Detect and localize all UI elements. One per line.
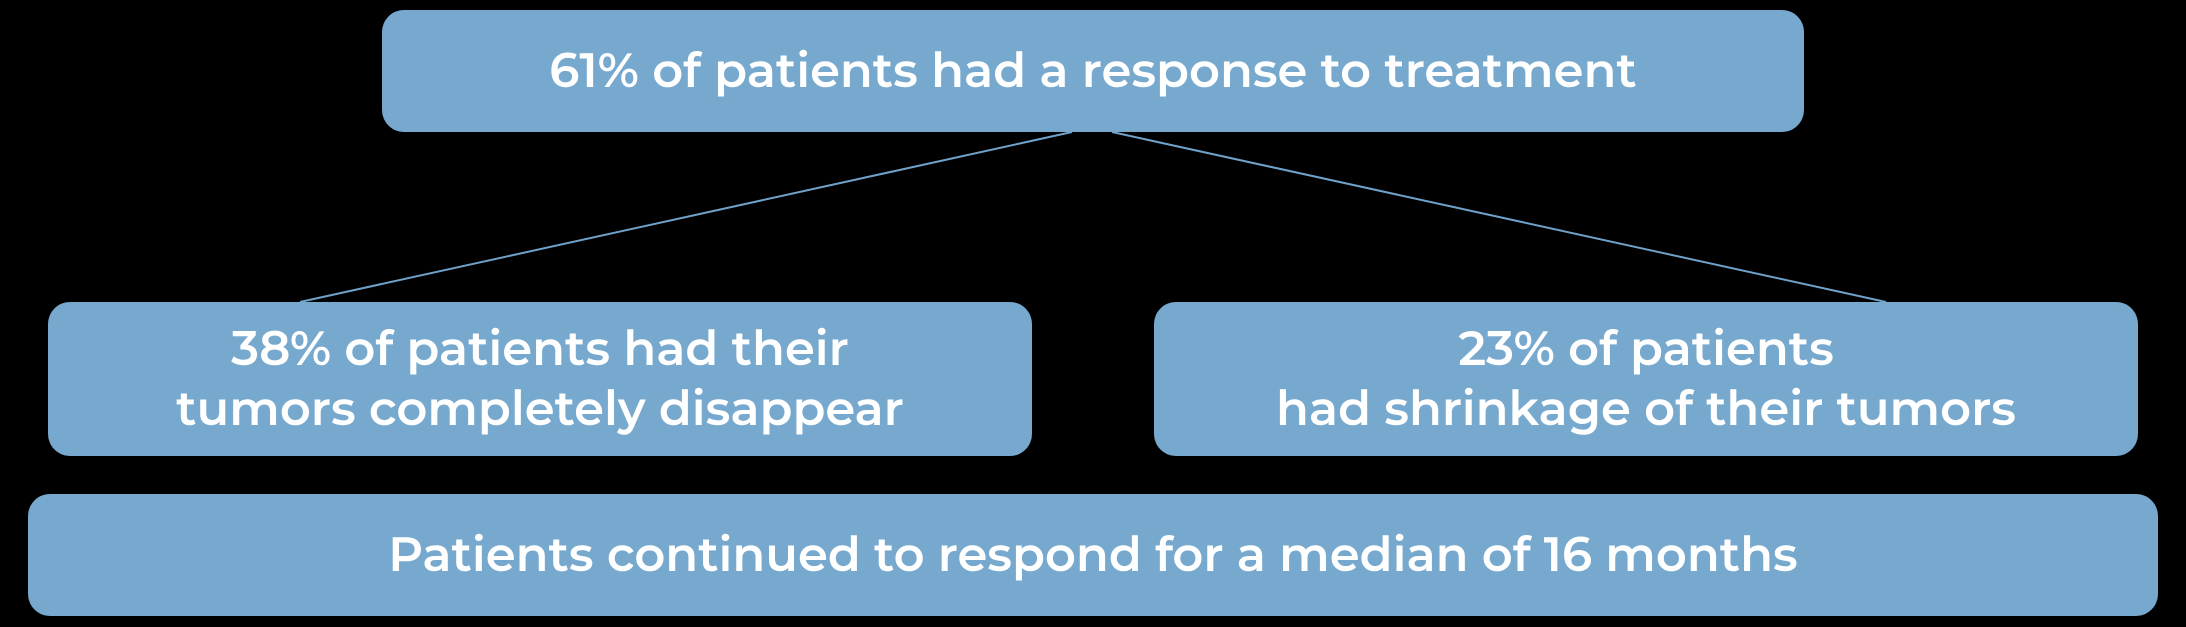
- stat-text: 38% of patients had theirtumors complete…: [176, 319, 904, 439]
- stat-text: Patients continued to respond for a medi…: [388, 525, 1797, 585]
- stat-text: 23% of patientshad shrinkage of their tu…: [1276, 319, 2016, 439]
- stat-box-complete-disappear: 38% of patients had theirtumors complete…: [48, 302, 1032, 456]
- stat-box-shrinkage: 23% of patientshad shrinkage of their tu…: [1154, 302, 2138, 456]
- stat-box-median-duration: Patients continued to respond for a medi…: [28, 494, 2158, 616]
- stat-text: 61% of patients had a response to treatm…: [549, 41, 1636, 101]
- stat-box-response-rate: 61% of patients had a response to treatm…: [382, 10, 1804, 132]
